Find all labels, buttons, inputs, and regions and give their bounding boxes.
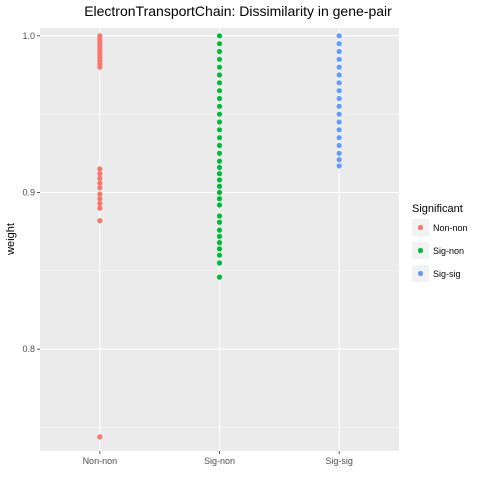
data-point bbox=[216, 196, 223, 202]
data-point bbox=[216, 88, 223, 94]
legend: Significant Non-non Sig-non Sig-sig bbox=[412, 203, 468, 282]
y-axis-title: weight bbox=[5, 223, 17, 256]
data-point bbox=[216, 95, 223, 102]
data-point bbox=[336, 64, 342, 70]
data-point bbox=[97, 196, 103, 202]
data-point bbox=[216, 111, 223, 117]
data-point bbox=[216, 150, 223, 156]
legend-entry-label: Sig-sig bbox=[433, 269, 461, 279]
data-point bbox=[216, 48, 223, 55]
data-point bbox=[97, 166, 103, 172]
data-points bbox=[97, 33, 342, 440]
data-point bbox=[216, 246, 223, 252]
data-point bbox=[97, 185, 103, 191]
data-point bbox=[336, 127, 342, 133]
data-point bbox=[336, 142, 342, 149]
legend-swatch bbox=[417, 224, 424, 231]
legend-swatch bbox=[417, 247, 424, 254]
legend-entry-label: Non-non bbox=[433, 223, 468, 233]
y-tick-label: 1.0 bbox=[22, 31, 35, 41]
data-point bbox=[336, 111, 342, 117]
data-point bbox=[97, 175, 103, 181]
data-point bbox=[336, 157, 342, 163]
data-point bbox=[336, 119, 342, 125]
y-tick-label: 0.9 bbox=[22, 188, 35, 198]
data-point bbox=[216, 219, 223, 225]
data-point bbox=[216, 171, 223, 177]
data-point bbox=[216, 227, 223, 233]
data-point bbox=[216, 135, 223, 141]
data-point bbox=[336, 48, 342, 55]
legend-swatch bbox=[417, 270, 424, 277]
y-tick-label: 0.8 bbox=[22, 344, 35, 354]
data-point bbox=[336, 135, 342, 141]
data-point bbox=[216, 127, 223, 133]
data-point bbox=[216, 164, 223, 171]
data-point bbox=[216, 158, 223, 164]
x-tick-label: Sig-non bbox=[204, 456, 235, 466]
x-tick-label: Non-non bbox=[83, 456, 118, 466]
x-tick-label: Sig-sig bbox=[325, 456, 353, 466]
data-point bbox=[336, 88, 342, 94]
data-point bbox=[216, 33, 223, 39]
data-point bbox=[336, 95, 342, 102]
data-point bbox=[336, 163, 342, 169]
data-point bbox=[216, 80, 223, 86]
data-point bbox=[216, 142, 223, 149]
data-point bbox=[97, 434, 103, 440]
data-point bbox=[336, 56, 342, 62]
data-point bbox=[336, 72, 342, 78]
data-point bbox=[97, 218, 103, 224]
data-point bbox=[216, 274, 223, 280]
data-point bbox=[97, 200, 103, 207]
data-point bbox=[216, 183, 223, 189]
chart-title: ElectronTransportChain: Dissimilarity in… bbox=[84, 3, 392, 19]
data-point bbox=[336, 80, 342, 86]
data-point bbox=[97, 180, 103, 186]
data-point bbox=[216, 72, 223, 78]
data-point bbox=[216, 213, 223, 219]
data-point bbox=[216, 189, 223, 196]
data-point bbox=[216, 64, 223, 70]
data-point bbox=[97, 191, 103, 197]
data-point bbox=[216, 240, 223, 246]
data-point bbox=[216, 233, 223, 239]
data-point bbox=[336, 150, 342, 156]
data-point bbox=[216, 56, 223, 62]
legend-entry-label: Sig-non bbox=[433, 246, 464, 256]
legend-title: Significant bbox=[412, 203, 463, 215]
data-point bbox=[216, 202, 223, 208]
data-point bbox=[336, 33, 342, 39]
data-point bbox=[216, 103, 223, 109]
data-point bbox=[216, 119, 223, 125]
data-point bbox=[216, 260, 223, 266]
data-point bbox=[216, 252, 223, 258]
data-point bbox=[97, 205, 103, 211]
data-point bbox=[336, 103, 342, 109]
data-point bbox=[216, 177, 223, 183]
data-point bbox=[97, 171, 103, 177]
y-axis-ticks: 0.8 0.9 1.0 bbox=[22, 31, 40, 354]
data-point bbox=[216, 41, 223, 47]
data-point bbox=[97, 64, 103, 70]
data-point bbox=[336, 41, 342, 47]
x-axis-ticks: Non-non Sig-non Sig-sig bbox=[83, 451, 353, 466]
